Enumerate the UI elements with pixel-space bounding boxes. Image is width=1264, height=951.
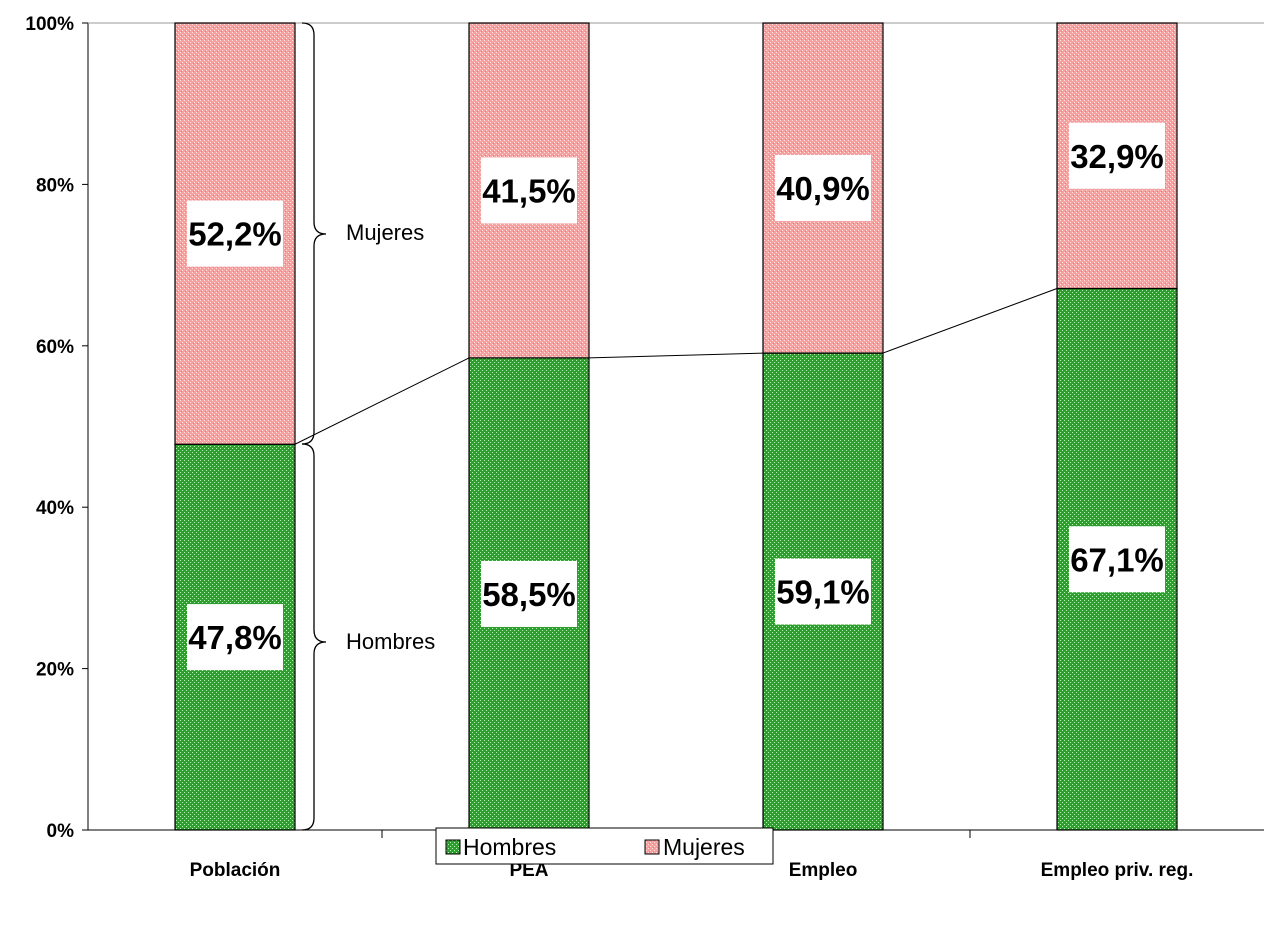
data-label-mujeres: 32,9%	[1070, 138, 1164, 175]
data-label-mujeres: 52,2%	[188, 216, 282, 253]
data-label-background	[1069, 122, 1165, 189]
legend-label-mujeres: Mujeres	[663, 834, 745, 860]
data-label-hombres: 47,8%	[188, 619, 282, 656]
y-tick-label: 20%	[36, 660, 74, 681]
x-tick-label: Población	[190, 860, 281, 881]
connector-line	[882, 288, 1058, 354]
legend-label-hombres: Hombres	[463, 834, 556, 860]
legend-frame	[435, 827, 774, 865]
axes: 0% 20% 40% 60% 80% 100% Población PEA Empleo Empl…	[25, 14, 1264, 881]
hombres-bracket	[301, 443, 327, 831]
bars	[174, 22, 1178, 831]
connector-line	[294, 357, 470, 445]
y-tick-label: 60%	[36, 337, 74, 358]
data-label-background	[187, 604, 283, 671]
x-tick-label: Empleo priv. reg.	[1041, 860, 1194, 881]
legend-swatch-mujeres	[644, 839, 660, 855]
mujeres-annotation: Mujeres	[346, 220, 424, 245]
connector-line	[588, 352, 764, 359]
brackets: Mujeres Hombres	[301, 22, 435, 831]
data-label-hombres: 59,1%	[776, 574, 870, 611]
data-labels: 47,8% 52,2% 58,5% 41,5% 59,1% 40,9% 67,1% 32,9%	[187, 122, 1165, 671]
data-label-background	[187, 200, 283, 267]
data-label-background	[481, 157, 577, 224]
data-label-mujeres: 40,9%	[776, 170, 870, 207]
data-label-background	[775, 558, 871, 625]
data-label-mujeres: 41,5%	[482, 172, 576, 209]
legend: Hombres Mujeres	[435, 827, 774, 865]
data-label-background	[775, 155, 871, 222]
mujeres-bracket	[301, 22, 327, 445]
data-label-hombres: 67,1%	[1070, 541, 1164, 578]
x-tick-label: Empleo	[789, 860, 858, 881]
y-tick-label: 40%	[36, 498, 74, 519]
data-label-background	[1069, 526, 1165, 593]
y-tick-label: 0%	[47, 821, 75, 842]
connector-lines	[294, 288, 1058, 445]
y-tick-label: 100%	[25, 14, 74, 35]
y-tick-label: 80%	[36, 175, 74, 196]
legend-swatch-hombres	[445, 839, 461, 855]
data-label-hombres: 58,5%	[482, 576, 576, 613]
x-tick-label: PEA	[509, 860, 548, 881]
data-label-background	[481, 560, 577, 627]
hombres-annotation: Hombres	[346, 629, 435, 654]
